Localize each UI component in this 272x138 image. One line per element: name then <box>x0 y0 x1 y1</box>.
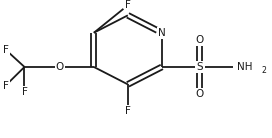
Text: F: F <box>125 106 131 116</box>
Text: N: N <box>158 28 166 38</box>
Text: F: F <box>2 45 8 55</box>
Text: O: O <box>196 89 204 99</box>
Text: F: F <box>2 81 8 91</box>
Text: O: O <box>56 62 64 72</box>
Text: F: F <box>125 0 131 10</box>
Text: 2: 2 <box>261 66 266 75</box>
Text: S: S <box>197 62 203 72</box>
Text: NH: NH <box>237 62 252 72</box>
Text: O: O <box>196 35 204 45</box>
Text: F: F <box>21 87 27 97</box>
